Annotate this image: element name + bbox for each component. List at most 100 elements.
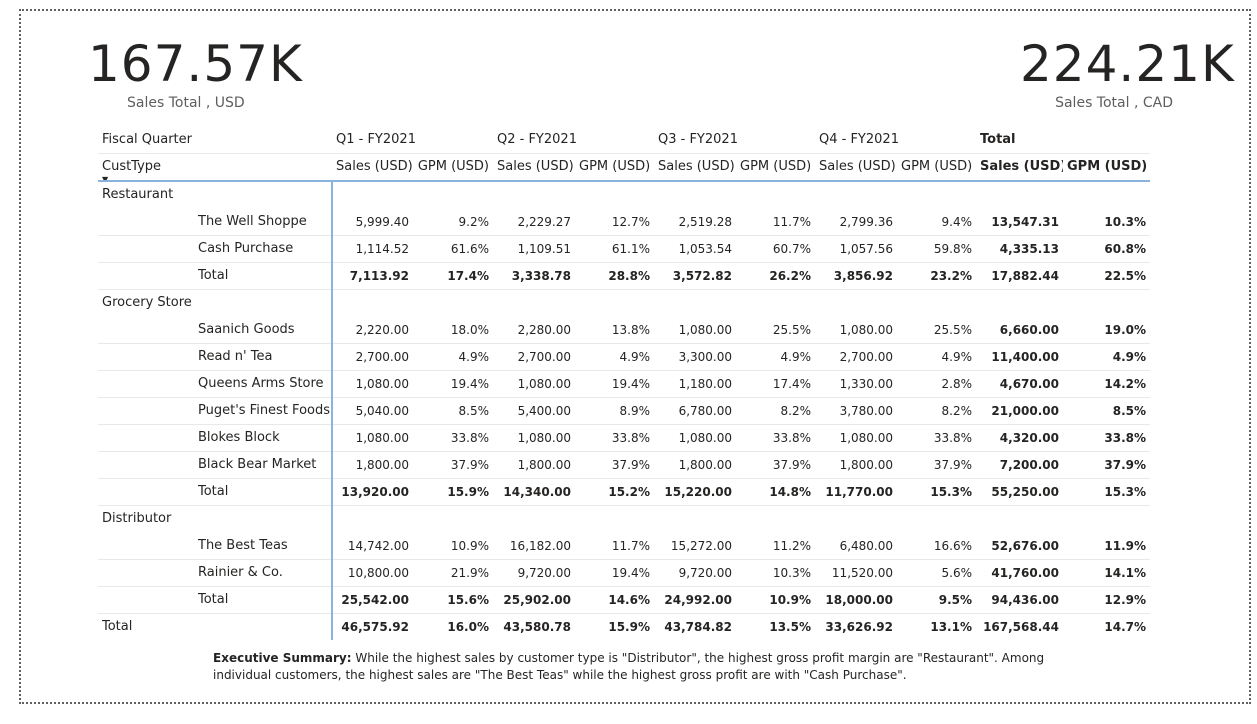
row-label[interactable]: The Well Shoppe [98,208,333,236]
row-label[interactable]: Queens Arms Store [98,370,333,398]
summary-heading: Executive Summary: [213,651,352,665]
column-header-quarter[interactable]: Q3 - FY2021 [654,127,815,154]
value-cell: 1,800.00 [493,451,575,479]
subtotal-row[interactable]: Total 13,920.00 15.9% 14,340.00 15.2% 15,220.… [98,478,1151,506]
table-row[interactable]: Blokes Block 1,080.00 33.8% 1,080.00 33.8% 1,… [98,424,1151,452]
row-label[interactable]: The Best Teas [98,532,333,560]
value-cell: 1,080.00 [654,316,736,344]
row-label[interactable]: Total [98,586,333,614]
row-label[interactable]: Puget's Finest Foods [98,397,333,425]
table-row[interactable]: Cash Purchase 1,114.52 61.6% 1,109.51 61.1% 1… [98,235,1151,263]
value-cell: 9.5% [897,586,976,614]
subtotal-row[interactable]: Total 7,113.92 17.4% 3,338.78 28.8% 3,572.82 2… [98,262,1151,290]
table-row[interactable]: The Best Teas 14,742.00 10.9% 16,182.00 11.7… [98,532,1151,560]
table-row[interactable]: Puget's Finest Foods 5,040.00 8.5% 5,400.00… [98,397,1151,425]
column-header-quarter[interactable]: Q4 - FY2021 [815,127,976,154]
value-cell: 5.6% [897,559,976,587]
value-cell: 6,780.00 [654,397,736,425]
column-header-quarter[interactable]: Q2 - FY2021 [493,127,654,154]
table-row[interactable]: Rainier & Co. 10,800.00 21.9% 9,720.00 19.4%… [98,559,1151,587]
group-row[interactable]: Grocery Store [98,289,1151,317]
value-cell: 2,220.00 [332,316,413,344]
value-cell: 13,547.31 [976,208,1063,236]
value-cell: 1,800.00 [654,451,736,479]
value-cell: 16.0% [447,620,489,634]
value-cell: 2,799.36 [815,208,897,236]
column-header-quarter[interactable]: Q1 - FY2021 [332,127,493,154]
value-cell [815,289,897,317]
group-row[interactable]: Restaurant [98,181,1151,209]
value-cell: 33.8% [575,424,654,452]
value-cell [493,289,575,317]
value-cell [413,505,493,533]
summary-text: While the highest sales by customer type… [213,651,1045,682]
kpi-card-sales-usd[interactable]: 167.57K Sales Total , USD [88,36,302,112]
row-label[interactable]: Rainier & Co. [98,559,333,587]
grand-total-row[interactable]: Total 46,575.92 16.0% 43,580.78 15.9% 43,784.… [98,613,1150,640]
column-header-measure[interactable]: GPM (USD) [736,153,815,182]
column-header-measure[interactable]: Sales (USD) [493,153,575,182]
group-row[interactable]: Distributor [98,505,1151,533]
value-cell: 1,114.52 [332,235,413,263]
column-header-measure[interactable]: GPM (USD) [1063,153,1151,182]
column-header-measure[interactable]: Sales (USD) [654,153,736,182]
table-row[interactable]: Queens Arms Store 1,080.00 19.4% 1,080.00 19… [98,370,1151,398]
column-header-measure[interactable]: Sales (USD) [332,153,413,182]
table-row[interactable]: The Well Shoppe 5,999.40 9.2% 2,229.27 12.7%… [98,208,1151,236]
kpi-card-sales-cad[interactable]: 224.21K Sales Total , CAD [1020,35,1235,112]
column-header-total[interactable]: Total [976,127,1151,154]
value-cell [976,289,1063,317]
value-cell: 7,113.92 [332,262,413,290]
row-label[interactable]: Total [98,613,333,640]
row-label[interactable]: Total [98,478,333,506]
row-label[interactable]: Restaurant [98,181,333,209]
value-cell: 60.8% [1063,235,1151,263]
column-header-measure[interactable]: GPM (USD) [413,153,493,182]
value-cell: 9,720.00 [654,559,736,587]
column-header-measure[interactable]: Sales (USD) [976,153,1063,182]
value-cell: 21,000.00 [976,397,1063,425]
row-label[interactable]: Saanich Goods [98,316,333,344]
row-label[interactable]: Black Bear Market [98,451,333,479]
value-cell: 24,992.00 [654,586,736,614]
row-label[interactable]: Cash Purchase [98,235,333,263]
value-cell [332,505,413,533]
value-cell: 1,800.00 [815,451,897,479]
value-cell: 2,229.27 [493,208,575,236]
value-cell: 8.5% [1063,397,1151,425]
value-cell: 18.0% [413,316,493,344]
value-cell: 11,770.00 [815,478,897,506]
row-label[interactable]: Grocery Store [98,289,333,317]
subtotal-row[interactable]: Total 25,542.00 15.6% 25,902.00 14.6% 24,992.… [98,586,1151,614]
table-row[interactable]: Saanich Goods 2,220.00 18.0% 2,280.00 13.8% 1… [98,316,1151,344]
row-header-custtype[interactable]: CustType ▼ [98,153,332,182]
value-cell: 59.8% [897,235,976,263]
value-cell: 13.1% [930,620,972,634]
value-cell [493,181,575,209]
kpi-value: 224.21K [1020,35,1235,93]
column-header-measure[interactable]: GPM (USD) [575,153,654,182]
value-cell: 16,182.00 [493,532,575,560]
value-cell [332,181,413,209]
value-cell [897,181,976,209]
custtype-label: CustType [102,159,162,174]
value-cell: 37.9% [736,451,815,479]
value-cell: 14,340.00 [493,478,575,506]
value-cell: 15,272.00 [654,532,736,560]
sales-matrix[interactable]: Fiscal Quarter Q1 - FY2021 Q2 - FY2021 Q3 -… [98,127,1151,640]
row-label[interactable]: Total [98,262,333,290]
value-cell [976,505,1063,533]
table-row[interactable]: Read n' Tea 2,700.00 4.9% 2,700.00 4.9% 3,300… [98,343,1151,371]
value-cell: 18,000.00 [815,586,897,614]
row-label[interactable]: Read n' Tea [98,343,333,371]
table-row[interactable]: Black Bear Market 1,800.00 37.9% 1,800.00 37… [98,451,1151,479]
value-cell [575,181,654,209]
row-label[interactable]: Distributor [98,505,333,533]
value-cell: 8.9% [575,397,654,425]
row-header-label[interactable]: Fiscal Quarter [98,127,332,154]
column-header-measure[interactable]: Sales (USD) [815,153,897,182]
column-header-measure[interactable]: GPM (USD) [897,153,976,182]
sort-down-icon[interactable]: ▼ [102,175,109,181]
row-label[interactable]: Blokes Block [98,424,333,452]
value-cell: 1,080.00 [493,424,575,452]
